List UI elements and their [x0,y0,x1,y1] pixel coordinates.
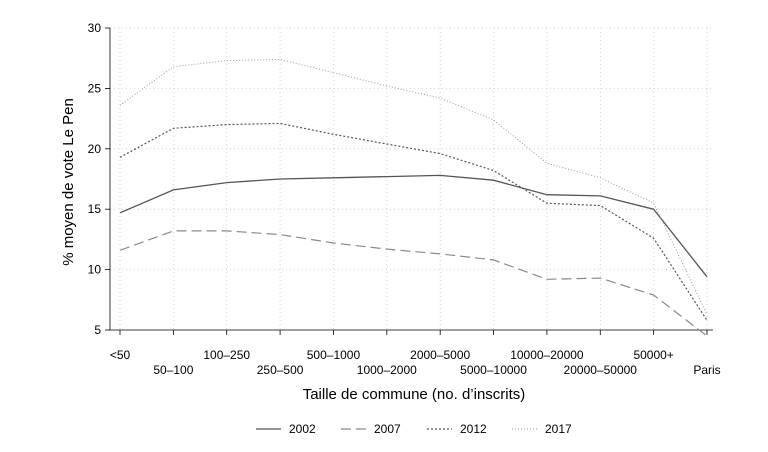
y-tick-label: 20 [88,142,102,156]
legend-label-2012: 2012 [460,422,487,436]
y-tick-label: 25 [88,81,102,95]
x-tick-label: 2000–5000 [410,348,470,362]
y-axis-title: % moyen de vote Le Pen [60,98,77,266]
axes: 5 10 15 20 25 30 <50 50–100 100–250 250–500500–10… [88,21,721,377]
x-tick-label: 10000–20000 [510,348,584,362]
x-tick-label: 50000+ [633,348,673,362]
series-lines [119,58,708,337]
x-tick-label: 20000–50000 [564,363,638,377]
series-line-2012 [119,122,708,321]
legend-label-2007: 2007 [374,422,401,436]
y-tick-label: 30 [88,21,102,35]
y-tick-label: 5 [94,323,101,337]
x-tick-label: Paris [693,363,720,377]
x-tick-label: <50 [110,348,131,362]
x-tick-label: 1000–2000 [357,363,417,377]
series-line-2017 [119,58,708,315]
x-tick-label: 100–250 [203,348,250,362]
y-tick-label: 10 [88,263,102,277]
legend-label-2017: 2017 [545,422,572,436]
x-axis-title: Taille de commune (no. d’inscrits) [303,386,526,403]
x-tick-label: 500–1000 [307,348,361,362]
x-tick-label: 5000–10000 [460,363,527,377]
series-line-2002 [119,174,708,278]
series-line-2007 [119,230,708,337]
legend-label-2002: 2002 [289,422,316,436]
x-tick-label: 50–100 [153,363,193,377]
x-tick-label: 250–500 [257,363,304,377]
y-tick-label: 15 [88,202,102,216]
legend: 2002 2007 2012 2017 [256,422,572,436]
